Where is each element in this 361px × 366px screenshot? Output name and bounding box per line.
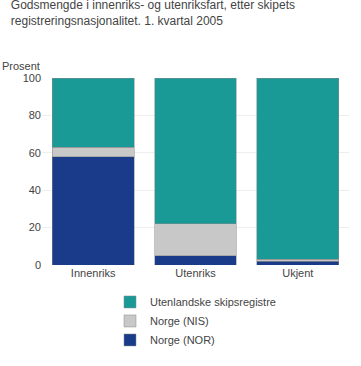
svg-text:Innenriks: Innenriks [71, 267, 116, 279]
svg-text:Utenlandske skipsregistre: Utenlandske skipsregistre [150, 296, 276, 308]
svg-text:0: 0 [35, 259, 41, 271]
svg-text:Prosent: Prosent [2, 60, 40, 72]
svg-text:Norge (NIS): Norge (NIS) [150, 315, 209, 327]
svg-text:100: 100 [23, 72, 41, 84]
svg-text:60: 60 [29, 147, 41, 159]
svg-text:80: 80 [29, 109, 41, 121]
svg-text:Utenriks: Utenriks [175, 267, 216, 279]
svg-text:40: 40 [29, 184, 41, 196]
svg-text:Godsmengde i innenriks- og ute: Godsmengde i innenriks- og utenriksfart,… [11, 0, 295, 28]
svg-text:Norge (NOR): Norge (NOR) [150, 334, 215, 346]
svg-text:Ukjent: Ukjent [282, 267, 313, 279]
svg-text:20: 20 [29, 221, 41, 233]
